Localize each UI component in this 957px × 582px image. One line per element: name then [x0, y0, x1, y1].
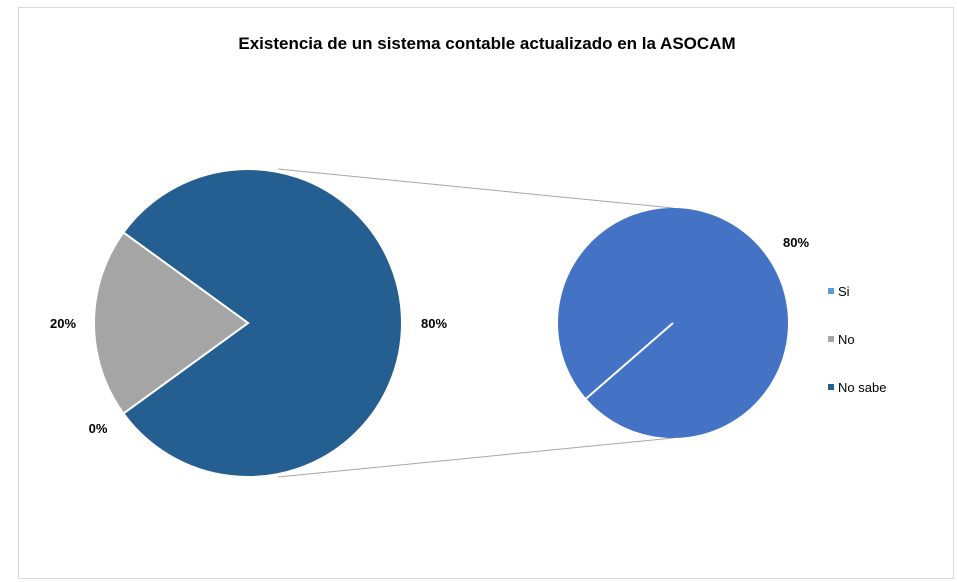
secondary-pie-divider [585, 322, 674, 400]
pie-slice-no [93, 231, 250, 415]
data-label-no: 20% [50, 316, 76, 331]
legend-swatch-si [828, 288, 834, 294]
legend-label-no: No [838, 331, 855, 347]
connector-line-bottom [277, 437, 674, 478]
connector-line-top [277, 168, 674, 209]
pie-slice-no-sabe [122, 168, 403, 478]
data-label-secondary: 80% [783, 235, 809, 250]
data-label-no-sabe: 80% [421, 316, 447, 331]
chart-title: Existencia de un sistema contable actual… [238, 34, 736, 53]
legend-label-no-sabe: No sabe [838, 379, 887, 395]
legend-swatch-no [828, 336, 834, 342]
legend-label-si: Si [838, 283, 850, 299]
data-label-si: 0% [89, 421, 108, 436]
legend: Si No No sabe [828, 284, 886, 428]
legend-item-no: No [828, 331, 886, 347]
legend-item-si: Si [828, 283, 886, 299]
legend-item-no-sabe: No sabe [828, 379, 887, 395]
legend-swatch-no-sabe [828, 384, 834, 390]
